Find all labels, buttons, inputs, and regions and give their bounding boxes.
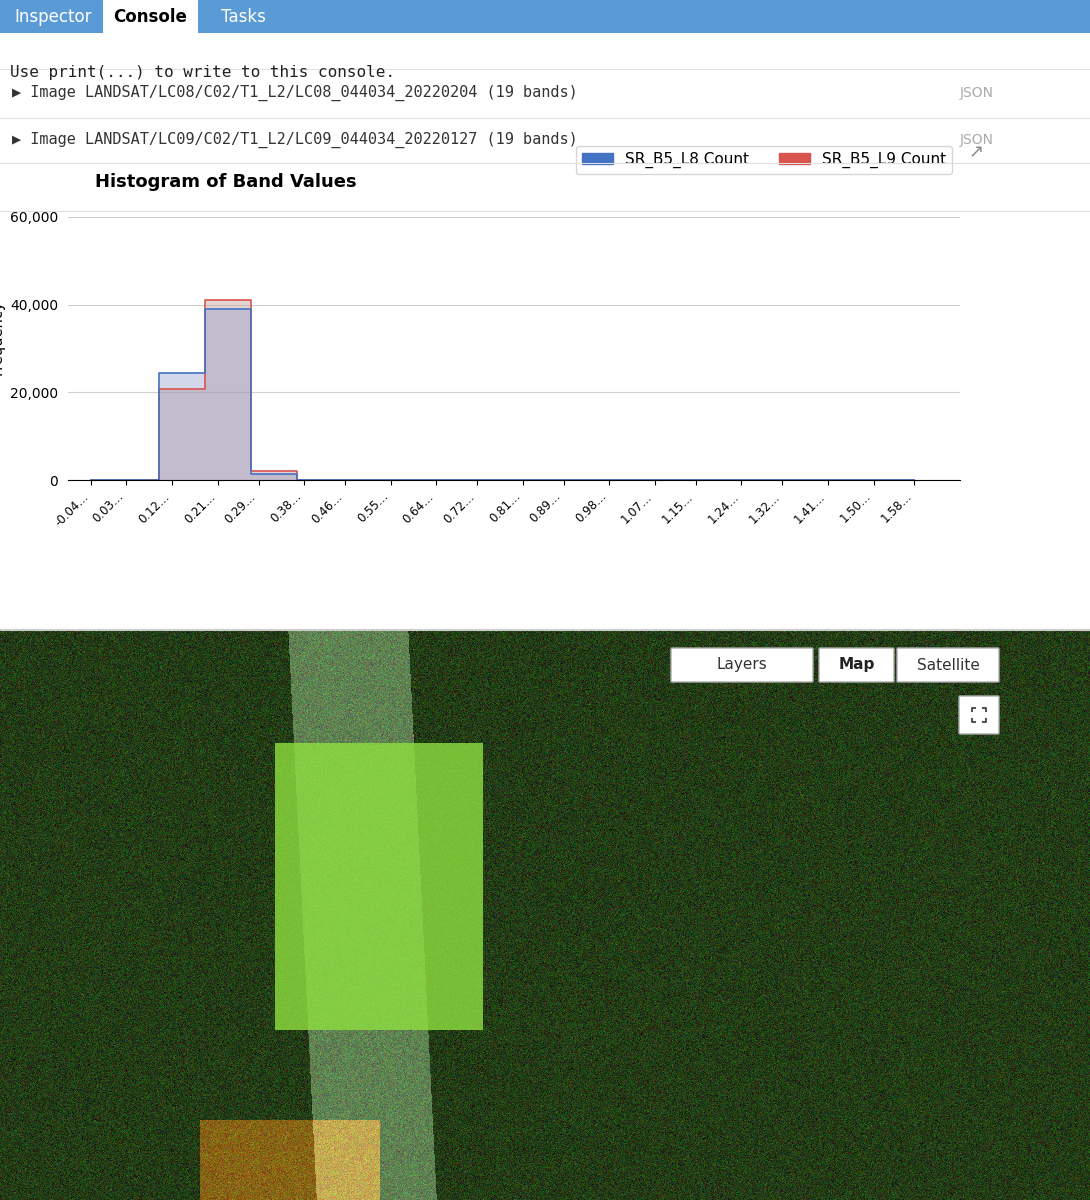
- Text: ▶ Image LANDSAT/LC09/C02/T1_L2/LC09_044034_20220127 (19 bands): ▶ Image LANDSAT/LC09/C02/T1_L2/LC09_0440…: [12, 132, 578, 148]
- Text: Histogram of Band Values: Histogram of Band Values: [95, 173, 356, 191]
- FancyBboxPatch shape: [897, 648, 1000, 682]
- Text: Map: Map: [838, 658, 874, 672]
- Text: Console: Console: [113, 7, 187, 25]
- Bar: [275, 743, 483, 1030]
- FancyBboxPatch shape: [959, 696, 1000, 734]
- Text: Use print(...) to write to this console.: Use print(...) to write to this console.: [10, 65, 395, 80]
- Text: ↗: ↗: [969, 144, 984, 162]
- FancyBboxPatch shape: [671, 648, 813, 682]
- Text: JSON: JSON: [960, 133, 994, 146]
- Legend: SR_B5_L8 Count, SR_B5_L9 Count: SR_B5_L8 Count, SR_B5_L9 Count: [576, 145, 953, 174]
- Text: Inspector: Inspector: [14, 7, 92, 25]
- Text: Layers: Layers: [716, 658, 767, 672]
- Text: ▶ Image LANDSAT/LC08/C02/T1_L2/LC08_044034_20220204 (19 bands): ▶ Image LANDSAT/LC08/C02/T1_L2/LC08_0440…: [12, 85, 578, 101]
- Text: Satellite: Satellite: [917, 658, 980, 672]
- Y-axis label: Frequency: Frequency: [0, 300, 4, 376]
- Text: JSON: JSON: [960, 86, 994, 100]
- FancyBboxPatch shape: [819, 648, 894, 682]
- Text: Tasks: Tasks: [220, 7, 266, 25]
